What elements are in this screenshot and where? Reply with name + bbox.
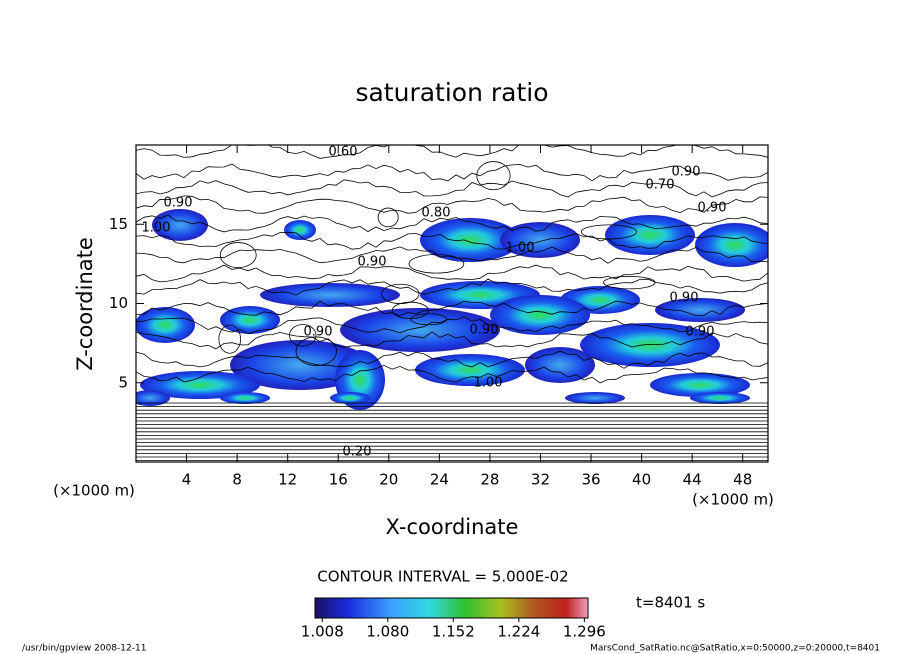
contour-label: 0.90 — [358, 255, 387, 270]
contour-line — [219, 242, 257, 269]
shaded-region — [220, 392, 270, 404]
contour-line — [136, 179, 768, 198]
shaded-region — [580, 323, 720, 367]
contour-label: 0.80 — [422, 206, 451, 221]
colorbar-tick-label: 1.296 — [563, 623, 606, 641]
y-axis-label: Z-coordinate — [73, 237, 97, 371]
contour-label: 0.60 — [329, 145, 358, 160]
contour-label: 0.20 — [343, 445, 372, 460]
contour-line — [410, 313, 448, 326]
shaded-region — [650, 373, 750, 397]
shaded-region — [330, 392, 370, 404]
contour-line — [136, 278, 768, 296]
contour-line — [136, 231, 768, 250]
x-unit-label: (×1000 m) — [692, 491, 774, 509]
x-tick-label: 32 — [531, 471, 550, 489]
x-tick-label: 28 — [480, 471, 499, 489]
x-tick-label: 4 — [182, 471, 192, 489]
contour-label: 0.90 — [164, 196, 193, 211]
x-tick-label: 16 — [329, 471, 348, 489]
contour-label: 0.90 — [304, 325, 333, 340]
colorbar-tick-label: 1.008 — [301, 623, 344, 641]
contour-line — [476, 161, 511, 191]
contour-line — [136, 145, 768, 159]
shaded-region — [420, 218, 520, 262]
shaded-region — [260, 283, 400, 307]
contour-line — [218, 324, 242, 354]
contour-line — [377, 207, 399, 228]
x-tick-label: 12 — [278, 471, 297, 489]
contour-label: 1.00 — [474, 376, 503, 391]
y-unit-label: (×1000 m) — [53, 482, 135, 500]
contour-line — [295, 336, 337, 367]
shaded-region — [136, 390, 170, 406]
shaded-region — [655, 298, 745, 322]
colorbar-tick-label: 1.152 — [432, 623, 475, 641]
x-tick-label: 24 — [430, 471, 449, 489]
shaded-region — [500, 222, 580, 258]
contour-label: 0.90 — [670, 291, 699, 306]
contour-line — [136, 350, 768, 369]
shaded-region — [695, 223, 768, 267]
contour-field — [136, 145, 768, 462]
x-tick-label: 44 — [683, 471, 702, 489]
colorbar-tick-label: 1.224 — [497, 623, 540, 641]
contour-label: 0.90 — [698, 201, 727, 216]
contour-line — [136, 331, 768, 350]
shaded-region — [340, 308, 500, 352]
x-tick-label: 36 — [581, 471, 600, 489]
contour-line — [136, 195, 768, 214]
time-label: t=8401 s — [636, 594, 705, 612]
shaded-region — [230, 340, 370, 390]
shaded-region — [140, 371, 260, 399]
contour-line — [580, 224, 637, 240]
contour-line — [136, 300, 768, 317]
contour-line — [136, 264, 768, 283]
x-tick-label: 8 — [232, 471, 242, 489]
x-tick-label: 48 — [733, 471, 752, 489]
x-axis-label: X-coordinate — [386, 515, 519, 539]
footer-right: MarsCond_SatRatio.nc@SatRatio,x=0:50000,… — [590, 644, 880, 654]
shaded-region — [690, 392, 750, 404]
contour-label: 1.00 — [506, 241, 535, 256]
contour-label: 0.90 — [470, 323, 499, 338]
shaded-region — [490, 295, 590, 335]
x-tick-label: 40 — [632, 471, 651, 489]
footer-left: /usr/bin/gpview 2008-12-11 — [22, 644, 146, 654]
contour-line — [136, 214, 768, 233]
contour-line — [136, 246, 768, 264]
shaded-region — [565, 392, 625, 404]
contour-label: 1.00 — [142, 221, 171, 236]
contour-line — [408, 254, 465, 274]
contour-line — [136, 364, 768, 384]
shaded-region — [136, 307, 195, 343]
shaded-region — [525, 347, 595, 383]
contour-label: 0.90 — [672, 165, 701, 180]
contour-line — [603, 275, 656, 290]
y-tick-label: 5 — [118, 373, 128, 391]
contour-line — [136, 163, 768, 182]
shaded-region — [605, 215, 695, 255]
colorbar-tick-label: 1.080 — [366, 623, 409, 641]
contour-interval: CONTOUR INTERVAL = 5.000E-02 — [317, 568, 568, 586]
x-tick-label: 20 — [379, 471, 398, 489]
shaded-region — [152, 209, 208, 241]
shaded-region — [415, 354, 525, 386]
contour-label: 0.90 — [686, 325, 715, 340]
colorbar — [314, 597, 589, 619]
y-tick-label: 15 — [109, 215, 128, 233]
contour-label: 0.70 — [646, 178, 675, 193]
contour-line — [381, 283, 420, 304]
contour-line — [136, 316, 768, 335]
chart-title: saturation ratio — [355, 78, 548, 107]
contour-line — [289, 324, 317, 347]
y-tick-label: 10 — [109, 294, 128, 312]
shaded-region — [284, 220, 316, 240]
